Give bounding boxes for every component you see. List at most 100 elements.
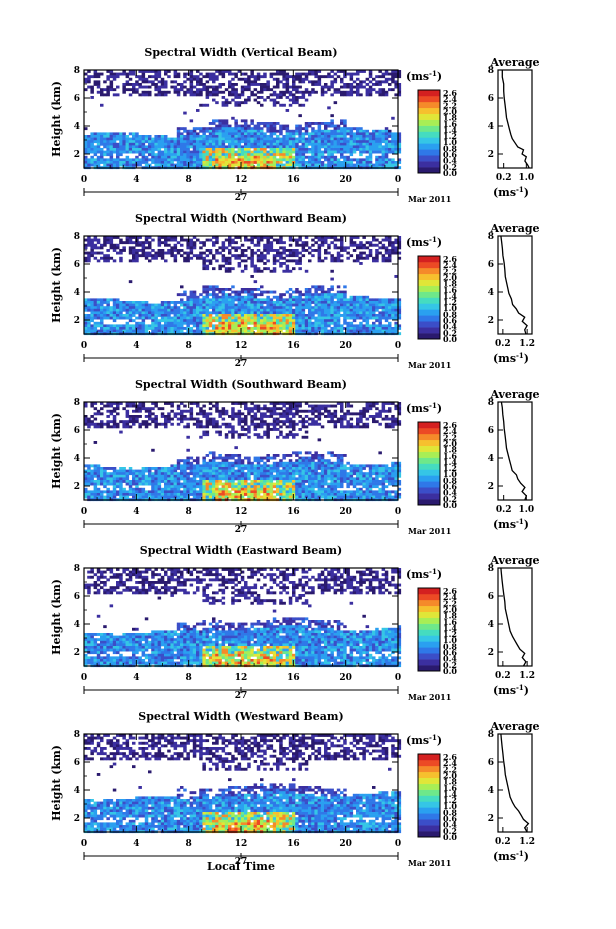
heatmap-cell (279, 321, 283, 325)
heatmap-cell (103, 477, 107, 481)
heatmap-cell (311, 298, 315, 302)
heatmap-cell (186, 493, 190, 496)
heatmap-cell (122, 145, 126, 149)
heatmap-cell (352, 301, 357, 304)
heatmap-cell (208, 259, 213, 263)
heatmap-cell (317, 311, 322, 315)
heatmap-cell (151, 80, 155, 84)
heatmap-cell (231, 137, 235, 141)
heatmap-cell (250, 75, 254, 79)
heatmap-cell (122, 327, 126, 330)
heatmap-cell (340, 241, 344, 245)
heatmap-cell (167, 145, 171, 149)
average-frame (497, 69, 533, 169)
heatmap-cell (173, 85, 178, 89)
heatmap-cells (84, 402, 402, 502)
heatmap-cell (333, 316, 338, 320)
heatmap-cell (109, 316, 114, 320)
heatmap-cell (87, 163, 91, 167)
heatmap-cell (295, 127, 299, 131)
heatmap-cell (160, 407, 165, 411)
heatmap-cell (135, 236, 139, 239)
heatmap-cell (157, 474, 162, 478)
heatmap-cell (266, 122, 270, 125)
heatmap-cell (368, 161, 373, 164)
heatmap-cell (244, 319, 248, 323)
heatmap-cell (282, 269, 286, 273)
heatmap-cell (276, 122, 280, 125)
heatmap-cell (221, 150, 226, 154)
colorbar-tick-label: 1.6 (443, 119, 457, 129)
heatmap-cell (295, 101, 299, 105)
heatmap-cell (202, 262, 206, 265)
heatmap-cell (138, 407, 142, 411)
heatmap-cell (250, 306, 254, 310)
heatmap-cell (320, 288, 325, 291)
heatmap-cell (228, 249, 232, 252)
heatmap-cell (320, 301, 325, 304)
heatmap-cell (173, 90, 178, 94)
heatmap-cell (279, 93, 283, 97)
heatmap-cell (340, 308, 344, 312)
average-x-label: (ms-1) (493, 185, 529, 199)
heatmap-cell (186, 161, 190, 164)
heatmap-cell (343, 72, 347, 76)
heatmap-cell (266, 246, 270, 250)
heatmap-cell (250, 288, 254, 291)
heatmap-cell (304, 77, 309, 81)
heatmap-cell (269, 153, 274, 157)
heatmap-cell (116, 308, 120, 312)
heatmap-cell (359, 254, 363, 258)
heatmap-cell (384, 140, 389, 144)
heatmap-cell (272, 98, 277, 102)
heatmap-cell (292, 85, 296, 89)
heatmap-cell (125, 137, 130, 141)
colorbar-tick-label: 0.4 (443, 322, 457, 332)
heatmap-cell (356, 142, 360, 146)
heatmap-cell (282, 150, 286, 154)
heatmap-cell (212, 129, 216, 133)
heatmap-cell (96, 140, 101, 144)
colorbar-tick-label: 0.6 (443, 316, 457, 326)
heatmap-cell (218, 308, 222, 312)
heatmap-cell (186, 495, 190, 499)
heatmap-cell (384, 319, 389, 323)
heatmap-cell (151, 482, 155, 486)
heatmap-cell (333, 90, 338, 94)
heatmap-cell (84, 404, 88, 408)
heatmap-cell (253, 327, 258, 330)
heatmap-cell (250, 295, 254, 299)
heatmap-cell (205, 290, 210, 294)
heatmap-cell (84, 161, 88, 164)
heatmap-cell (282, 148, 286, 151)
heatmap-cell (202, 83, 206, 86)
heatmap-cell (148, 480, 152, 483)
heatmap-cell (317, 124, 322, 128)
heatmap-cell (349, 137, 354, 141)
heatmap-cell (90, 132, 94, 136)
heatmap-cell (362, 70, 366, 73)
heatmap-cell (288, 142, 293, 146)
heatmap-cell (365, 77, 370, 81)
heatmap-cell (301, 293, 306, 297)
heatmap-cell (183, 404, 187, 408)
heatmap-cell (359, 85, 363, 89)
heatmap-cell (362, 132, 366, 136)
heatmap-cell (221, 321, 226, 325)
average-y-tick-label: 2 (488, 316, 494, 326)
heatmap-cell (320, 135, 325, 138)
heatmap-cell (384, 329, 389, 333)
heatmap-cell (176, 158, 181, 162)
heatmap-cell (231, 311, 235, 315)
heatmap-cell (372, 236, 376, 239)
heatmap-cell (276, 241, 280, 245)
heatmap-cell (151, 70, 155, 73)
heatmap-cell (282, 306, 286, 310)
heatmap-cell (119, 153, 123, 157)
heatmap-cell (224, 301, 229, 304)
heatmap-cell (394, 142, 398, 146)
heatmap-cell (90, 148, 94, 151)
heatmap-cell (109, 404, 114, 408)
heatmap-cell (128, 327, 133, 330)
heatmap-cell (234, 72, 238, 76)
